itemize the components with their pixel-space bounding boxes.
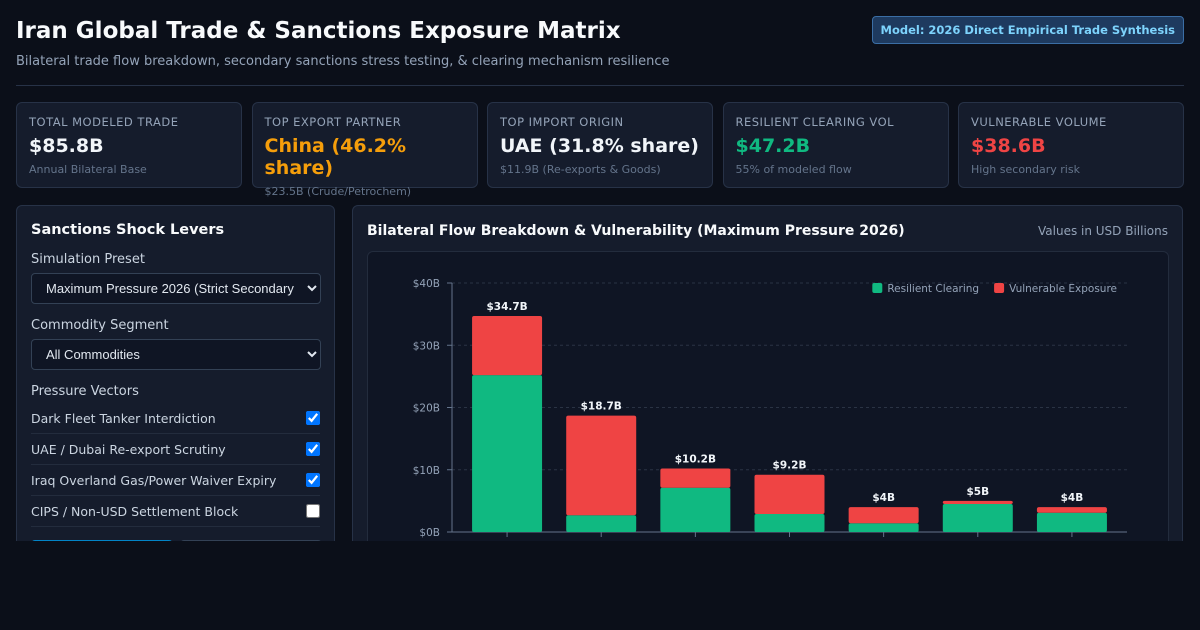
kpi-label: TOTAL MODELED TRADE bbox=[29, 115, 179, 129]
model-badge: Model: 2026 Direct Empirical Trade Synth… bbox=[871, 16, 1184, 44]
panel-title: Sanctions Shock Levers bbox=[31, 222, 225, 238]
kpi-sub: Annual Bilateral Base bbox=[29, 163, 147, 176]
vector-row: CIPS / Non-USD Settlement Block bbox=[31, 496, 320, 527]
total-label: $9.2B bbox=[773, 460, 807, 472]
kpi-sub: $23.5B (Crude/Petrochem) bbox=[264, 185, 412, 198]
kpi-value: China (46.2% share) bbox=[264, 135, 407, 179]
x-tick-label: India bbox=[870, 540, 897, 541]
vector-label: CIPS / Non-USD Settlement Block bbox=[31, 503, 239, 519]
total-label: $34.7B bbox=[486, 301, 527, 313]
chart-title: Bilateral Flow Breakdown & Vulnerability… bbox=[367, 223, 905, 239]
kpi-card: VULNERABLE VOLUME $38.6B High secondary ri… bbox=[958, 102, 1184, 188]
bar-segment bbox=[1036, 512, 1107, 532]
x-tick-label: Iraq bbox=[779, 540, 801, 541]
total-label: $4B bbox=[872, 492, 895, 504]
run-button[interactable] bbox=[31, 540, 173, 541]
y-tick-label: $0B bbox=[419, 527, 440, 539]
chart: $0B $10B $20B $30B $40B $34.7B China $18.7B UAE $… bbox=[413, 278, 1127, 541]
x-tick-label: Turkey bbox=[676, 540, 713, 541]
app: Iran Global Trade & Sanctions Exposure M… bbox=[16, 16, 1184, 541]
x-tick-label: UAE bbox=[590, 540, 613, 541]
chart-note: Values in USD Billions bbox=[1038, 224, 1168, 238]
vector-checkbox[interactable] bbox=[306, 473, 320, 487]
page-title: Iran Global Trade & Sanctions Exposure M… bbox=[16, 18, 621, 44]
total-label: $4B bbox=[1061, 492, 1084, 504]
vector-checkbox[interactable] bbox=[306, 504, 320, 518]
y-tick-label: $20B bbox=[413, 403, 440, 415]
legend-swatch bbox=[994, 283, 1005, 293]
chart-box: $0B $10B $20B $30B $40B $34.7B China $18.7B UAE $… bbox=[367, 251, 1169, 541]
x-tick-label: China bbox=[491, 540, 522, 541]
kpi-card: RESILIENT CLEARING VOL $47.2B 55% of model… bbox=[722, 102, 949, 188]
kpi-label: VULNERABLE VOLUME bbox=[971, 115, 1107, 129]
y-tick-label: $10B bbox=[413, 465, 440, 477]
legend-label: Vulnerable Exposure bbox=[1009, 283, 1117, 295]
x-tick-label: Russia bbox=[960, 540, 995, 541]
bar-segment bbox=[566, 515, 637, 532]
x-tick-label: Pakistan bbox=[1049, 540, 1095, 541]
bar-segment bbox=[472, 315, 543, 376]
bar-segment bbox=[472, 375, 543, 532]
kpi-label: TOP IMPORT ORIGIN bbox=[500, 115, 624, 129]
kpi-label: TOP EXPORT PARTNER bbox=[264, 115, 402, 129]
bar-segment bbox=[754, 474, 825, 514]
y-tick-label: $40B bbox=[413, 278, 440, 290]
kpi-value: $38.6B bbox=[971, 135, 1046, 157]
vector-row: UAE / Dubai Re-export Scrutiny bbox=[31, 434, 320, 465]
vector-checkbox[interactable] bbox=[306, 442, 320, 456]
vector-list: Dark Fleet Tanker Interdiction UAE / Duba… bbox=[31, 403, 320, 527]
kpi-card: TOP IMPORT ORIGIN UAE (31.8% share) $11.9B… bbox=[487, 102, 713, 188]
kpi-card: TOTAL MODELED TRADE $85.8B Annual Bilatera… bbox=[16, 102, 242, 188]
bar-segment bbox=[1036, 507, 1107, 513]
bar-segment bbox=[848, 523, 919, 532]
vector-row: Iraq Overland Gas/Power Waiver Expiry bbox=[31, 465, 320, 496]
vector-row: Dark Fleet Tanker Interdiction bbox=[31, 403, 320, 434]
y-tick-label: $30B bbox=[413, 340, 440, 352]
reset-button[interactable] bbox=[180, 540, 322, 541]
legend-label: Resilient Clearing bbox=[887, 283, 979, 295]
vector-label: UAE / Dubai Re-export Scrutiny bbox=[31, 441, 226, 457]
bar-segment bbox=[566, 415, 637, 516]
total-label: $10.2B bbox=[675, 454, 716, 466]
chart-panel: Bilateral Flow Breakdown & Vulnerability… bbox=[352, 205, 1183, 541]
preset-select[interactable]: Maximum Pressure 2026 (Strict Secondary … bbox=[31, 273, 321, 304]
kpi-sub: 55% of modeled flow bbox=[735, 163, 852, 176]
field-label: Pressure Vectors bbox=[31, 384, 139, 399]
vector-label: Iraq Overland Gas/Power Waiver Expiry bbox=[31, 472, 277, 488]
bar-segment bbox=[660, 487, 731, 532]
commodity-select[interactable]: All Commodities bbox=[31, 339, 321, 370]
vector-label: Dark Fleet Tanker Interdiction bbox=[31, 410, 216, 426]
kpi-card: TOP EXPORT PARTNER China (46.2% share) $23… bbox=[251, 102, 478, 198]
kpi-value: $85.8B bbox=[29, 135, 104, 157]
total-label: $18.7B bbox=[581, 401, 622, 413]
vector-checkbox[interactable] bbox=[306, 411, 320, 425]
bar-segment bbox=[754, 513, 825, 532]
legend-swatch bbox=[872, 283, 883, 293]
bar-segment bbox=[660, 468, 731, 488]
kpi-sub: High secondary risk bbox=[971, 163, 1080, 176]
divider bbox=[16, 85, 1184, 86]
total-label: $5B bbox=[966, 486, 989, 498]
controls-panel: Sanctions Shock Levers Simulation Preset… bbox=[16, 205, 335, 541]
kpi-value: $47.2B bbox=[735, 135, 811, 157]
kpi-sub: $11.9B (Re-exports & Goods) bbox=[500, 163, 661, 176]
field-label: Simulation Preset bbox=[31, 252, 145, 267]
bar-segment bbox=[942, 503, 1013, 532]
page-subtitle: Bilateral trade flow breakdown, secondar… bbox=[16, 54, 670, 69]
bar-segment bbox=[848, 507, 919, 524]
field-label: Commodity Segment bbox=[31, 318, 169, 333]
kpi-value: UAE (31.8% share) bbox=[500, 135, 699, 157]
kpi-label: RESILIENT CLEARING VOL bbox=[735, 115, 895, 129]
bar-segment bbox=[942, 500, 1013, 504]
